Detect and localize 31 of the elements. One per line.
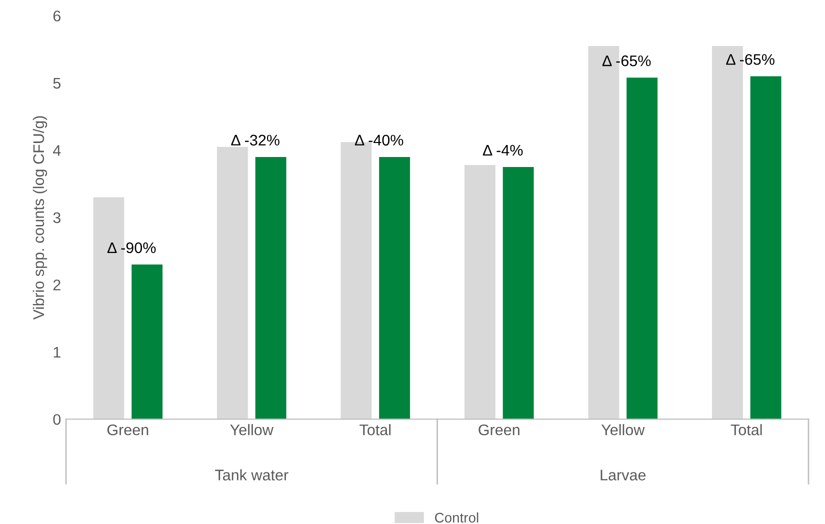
y-tick-label: 4 [52, 145, 61, 156]
bar [255, 156, 286, 420]
y-axis-title: Vibrio spp. counts (log CFU/g) [32, 116, 48, 320]
x-tick-label: Green [107, 424, 148, 436]
x-tick-label: Yellow [230, 424, 274, 436]
bar [132, 264, 163, 420]
annotation: Δ -65% [726, 54, 774, 65]
text: Larvae [600, 470, 646, 480]
x-tick-label: Green [478, 424, 520, 436]
legend-label: Control [435, 512, 478, 523]
y-tick-label: 5 [53, 78, 60, 89]
bar [379, 156, 410, 420]
bar [216, 146, 248, 420]
bar [750, 76, 782, 420]
annotation: Δ -65% [602, 55, 651, 66]
annotation: Δ -32% [231, 134, 280, 146]
bar [464, 165, 496, 420]
x-tick-label: Yellow [601, 424, 645, 436]
x-tick-label: Total [360, 424, 390, 436]
y-tick-label: 0 [53, 414, 61, 425]
text: Tank water [215, 469, 288, 480]
y-tick-label: 6 [53, 10, 60, 22]
x-tick-label: Total [730, 424, 762, 436]
annotation: Δ -4% [482, 144, 523, 156]
y-tick-label: 2 [53, 280, 60, 290]
annotation: Δ -40% [354, 134, 404, 146]
annotation: Δ -90% [107, 242, 156, 254]
y-tick-label: 1 [54, 346, 60, 358]
bar [626, 78, 658, 420]
bar [502, 167, 534, 420]
y-tick-label: 3 [53, 212, 60, 224]
